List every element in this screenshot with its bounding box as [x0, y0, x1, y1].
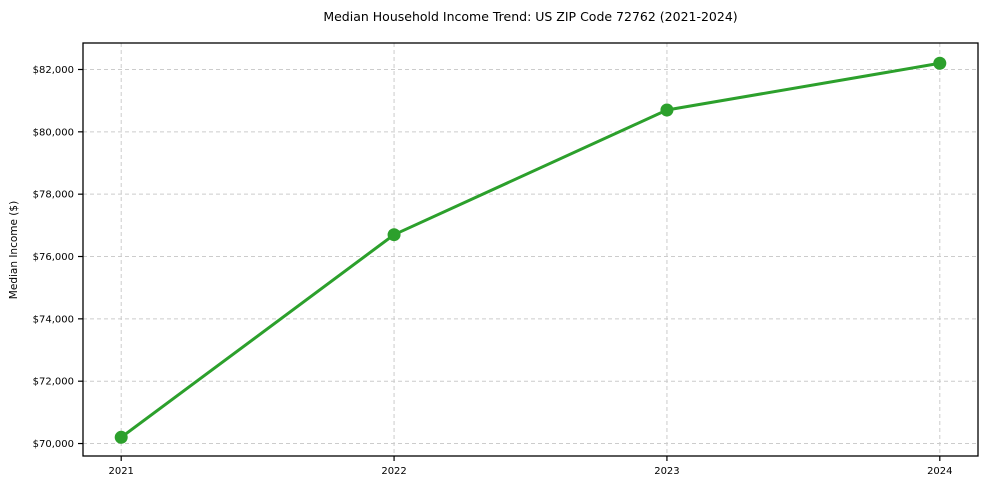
chart-title: Median Household Income Trend: US ZIP Co…: [323, 9, 738, 24]
y-tick-label: $74,000: [33, 314, 74, 325]
series-line: [119, 61, 942, 439]
y-tick-label: $70,000: [33, 439, 74, 450]
x-tick-label: 2023: [654, 466, 679, 477]
data-point: [114, 430, 128, 444]
x-tick-label: 2024: [927, 466, 952, 477]
data-point: [933, 56, 947, 70]
y-tick-label: $80,000: [33, 127, 74, 138]
x-tick-label: 2021: [108, 466, 133, 477]
x-tick-label: 2022: [381, 466, 406, 477]
y-tick-label: $78,000: [33, 190, 74, 201]
y-tick-label: $76,000: [33, 252, 74, 263]
y-tick-label: $82,000: [33, 65, 74, 76]
y-tick-label: $72,000: [33, 377, 74, 388]
plot-border: [82, 42, 979, 457]
data-point: [387, 228, 401, 242]
data-point: [660, 103, 674, 117]
